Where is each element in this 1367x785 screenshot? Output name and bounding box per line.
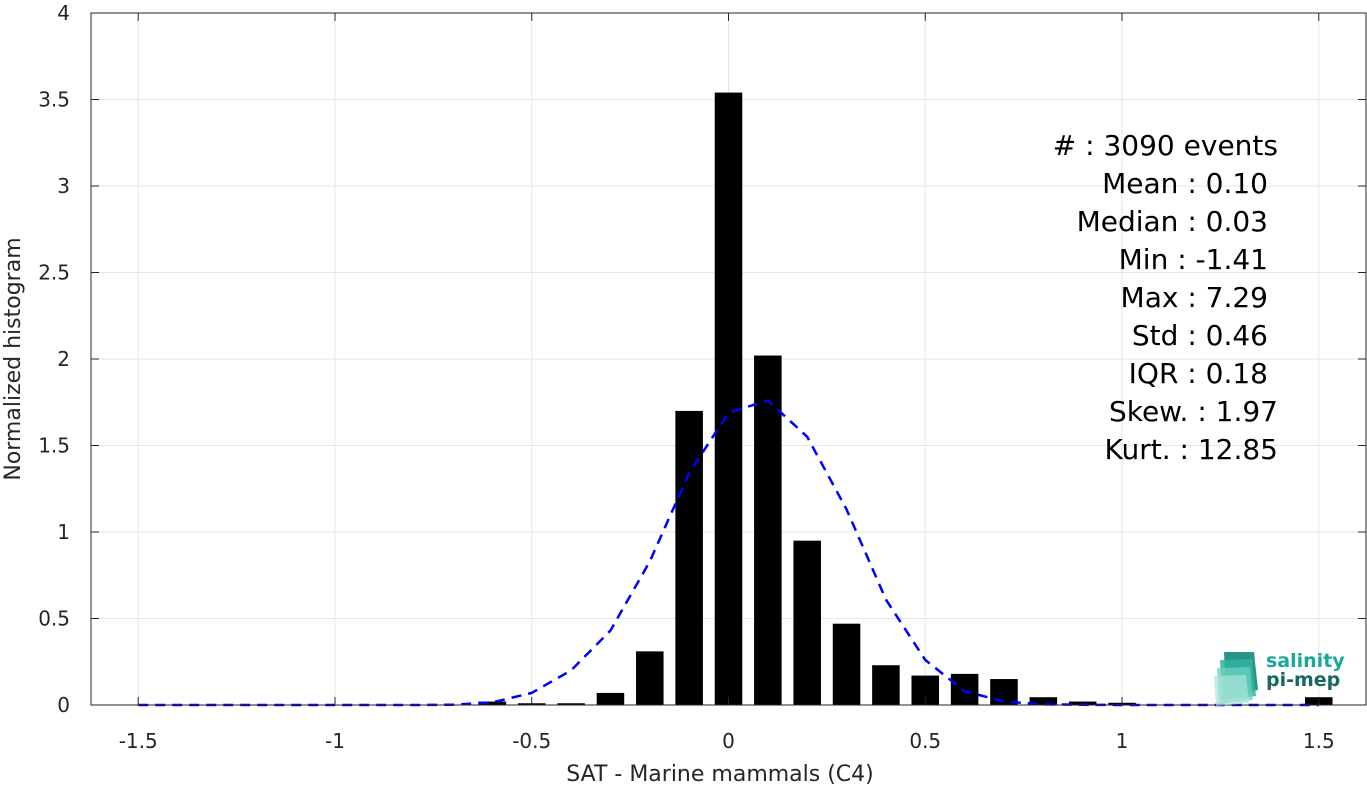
y-tick-label: 1 xyxy=(57,520,70,544)
stat-kurt: Kurt. : 12.85 xyxy=(1105,433,1279,466)
histogram-bar xyxy=(754,355,782,705)
stat-iqr: IQR : 0.18 xyxy=(1129,357,1268,390)
x-tick-labels: -1.5 -1 -0.5 0 0.5 1 1.5 xyxy=(119,729,1335,753)
histogram-bar xyxy=(636,651,664,705)
stat-std: Std : 0.46 xyxy=(1132,319,1268,352)
histogram-bar xyxy=(950,673,979,705)
axis-ticks xyxy=(91,12,1366,706)
histogram-bar xyxy=(872,665,900,705)
stat-events: # : 3090 events xyxy=(1053,129,1278,162)
y-tick-label: 0.5 xyxy=(38,607,70,631)
histogram-bars xyxy=(439,92,1333,705)
y-axis-label: Normalized histogram xyxy=(1,237,26,480)
x-tick-label: 1 xyxy=(1116,729,1129,753)
x-tick-label: 1.5 xyxy=(1303,729,1335,753)
logo-wave-icon xyxy=(1214,652,1258,706)
histogram-bar xyxy=(478,701,507,705)
y-tick-label: 3 xyxy=(57,174,70,198)
histogram-bar xyxy=(596,692,625,705)
histogram-bar xyxy=(557,703,585,705)
y-tick-label: 0 xyxy=(57,693,70,717)
x-tick-label: 0.5 xyxy=(909,729,941,753)
histogram-bar xyxy=(832,623,861,705)
x-tick-label: 0 xyxy=(722,729,735,753)
logo-text-pimep: pi-mep xyxy=(1266,669,1340,691)
salinity-pimep-logo: salinity pi-mep xyxy=(1214,650,1345,706)
stat-max: Max : 7.29 xyxy=(1121,281,1268,314)
y-tick-label: 1.5 xyxy=(38,434,70,458)
x-tick-label: -0.5 xyxy=(512,729,551,753)
x-tick-label: -1.5 xyxy=(119,729,158,753)
x-tick-label: -1 xyxy=(325,729,345,753)
logo-text-salinity: salinity xyxy=(1266,650,1345,672)
y-tick-label: 3.5 xyxy=(38,88,70,112)
histogram-bar xyxy=(675,410,703,705)
y-tick-labels: 0 0.5 1 1.5 2 2.5 3 3.5 4 xyxy=(38,1,70,717)
histogram-bar xyxy=(714,92,743,705)
stat-min: Min : -1.41 xyxy=(1119,243,1268,276)
y-tick-label: 2 xyxy=(57,347,70,371)
stats-annotation: # : 3090 events Mean : 0.10 Median : 0.0… xyxy=(1053,129,1278,466)
stat-mean: Mean : 0.10 xyxy=(1102,167,1268,200)
histogram-bar xyxy=(793,540,821,705)
y-tick-label: 2.5 xyxy=(38,261,70,285)
histogram-bar xyxy=(1068,701,1097,705)
stat-median: Median : 0.03 xyxy=(1077,205,1268,238)
histogram-bar xyxy=(1029,697,1058,705)
y-tick-label: 4 xyxy=(57,1,70,25)
x-axis-label: SAT - Marine mammals (C4) xyxy=(566,762,874,785)
stat-skew: Skew. : 1.97 xyxy=(1109,395,1278,428)
